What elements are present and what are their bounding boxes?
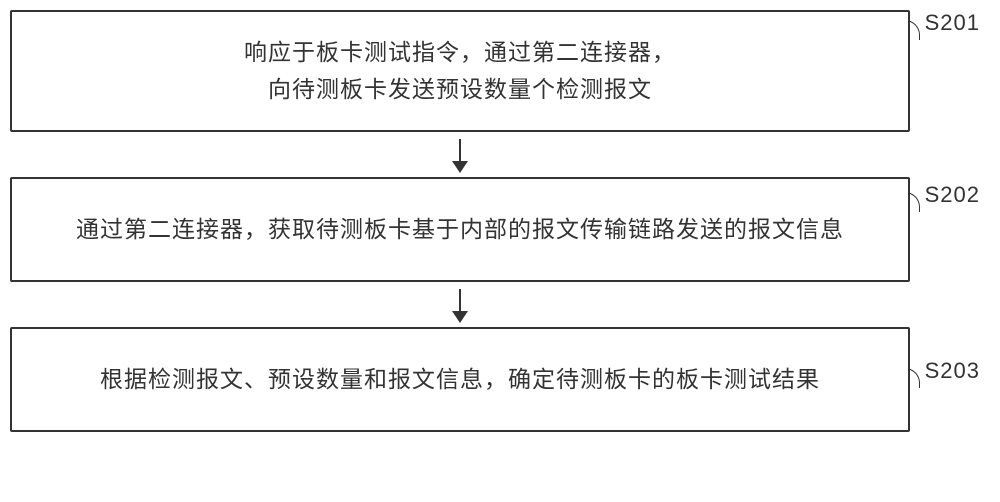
arrow-container-1 bbox=[10, 132, 910, 177]
flowchart-container: S201 响应于板卡测试指令，通过第二连接器， 向待测板卡发送预设数量个检测报文… bbox=[10, 10, 990, 432]
step-text-2-line1: 通过第二连接器，获取待测板卡基于内部的报文传输链路发送的报文信息 bbox=[76, 216, 844, 242]
step-label-3: S203 bbox=[925, 358, 980, 384]
step-box-2: 通过第二连接器，获取待测板卡基于内部的报文传输链路发送的报文信息 bbox=[10, 177, 910, 282]
step-box-1: 响应于板卡测试指令，通过第二连接器， 向待测板卡发送预设数量个检测报文 bbox=[10, 10, 910, 132]
step-text-1-line1: 响应于板卡测试指令，通过第二连接器， bbox=[244, 39, 676, 65]
arrow-container-2 bbox=[10, 282, 910, 327]
step-text-1: 响应于板卡测试指令，通过第二连接器， 向待测板卡发送预设数量个检测报文 bbox=[244, 34, 676, 108]
step-label-2: S202 bbox=[925, 182, 980, 208]
arrow-2 bbox=[459, 289, 461, 321]
step-label-1: S201 bbox=[925, 10, 980, 36]
step-text-1-line2: 向待测板卡发送预设数量个检测报文 bbox=[268, 76, 652, 102]
arrow-1 bbox=[459, 139, 461, 171]
step-text-3: 根据检测报文、预设数量和报文信息，确定待测板卡的板卡测试结果 bbox=[100, 361, 820, 398]
step-text-3-line1: 根据检测报文、预设数量和报文信息，确定待测板卡的板卡测试结果 bbox=[100, 366, 820, 392]
step-text-2: 通过第二连接器，获取待测板卡基于内部的报文传输链路发送的报文信息 bbox=[76, 211, 844, 248]
step-box-3: 根据检测报文、预设数量和报文信息，确定待测板卡的板卡测试结果 bbox=[10, 327, 910, 432]
